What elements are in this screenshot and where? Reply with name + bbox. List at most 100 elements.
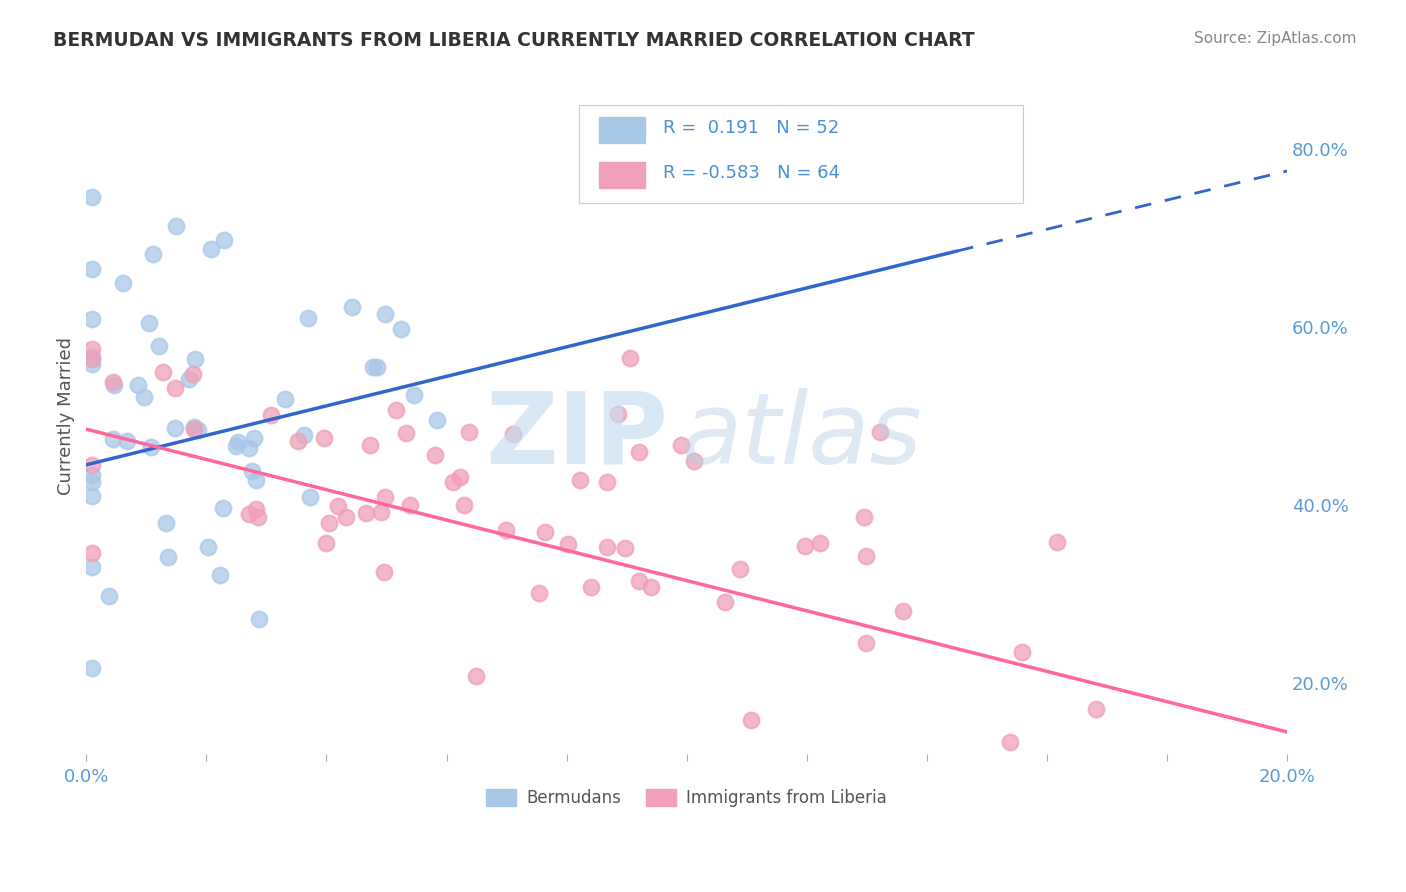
Point: [183, 419, 205, 434]
Point: [682, 454, 704, 468]
Point: [82, 261, 104, 276]
Point: [398, 499, 420, 513]
Point: [402, 388, 425, 402]
Point: [361, 359, 384, 374]
Point: [354, 506, 377, 520]
Point: [596, 475, 619, 489]
Point: [374, 490, 396, 504]
Text: ZIP: ZIP: [486, 388, 669, 484]
Point: [385, 402, 408, 417]
Point: [101, 432, 124, 446]
Point: [82, 357, 104, 371]
Point: [183, 351, 205, 366]
Point: [82, 546, 104, 560]
Point: [640, 580, 662, 594]
Text: BERMUDAN VS IMMIGRANTS FROM LIBERIA CURRENTLY MARRIED CORRELATION CHART: BERMUDAN VS IMMIGRANTS FROM LIBERIA CURR…: [53, 31, 974, 50]
Point: [370, 505, 392, 519]
Point: [247, 510, 270, 524]
Point: [596, 540, 619, 554]
Point: [1085, 701, 1108, 715]
Point: [260, 408, 283, 422]
Point: [82, 467, 104, 482]
Point: [181, 368, 204, 382]
Point: [869, 425, 891, 440]
Point: [82, 489, 104, 503]
Point: [502, 426, 524, 441]
Point: [342, 301, 364, 315]
Point: [287, 434, 309, 449]
Point: [225, 439, 247, 453]
Point: [208, 567, 231, 582]
Point: [82, 190, 104, 204]
Point: [247, 612, 270, 626]
Point: [1011, 645, 1033, 659]
Point: [457, 425, 479, 439]
Y-axis label: Currently Married: Currently Married: [58, 337, 75, 495]
Point: [728, 562, 751, 576]
Point: [245, 502, 267, 516]
Point: [529, 586, 551, 600]
Point: [82, 661, 104, 675]
Point: [628, 444, 651, 458]
Point: [359, 438, 381, 452]
Point: [238, 508, 260, 522]
Point: [607, 407, 630, 421]
Point: [453, 499, 475, 513]
Point: [569, 473, 592, 487]
Point: [627, 574, 650, 588]
Point: [423, 449, 446, 463]
Point: [103, 378, 125, 392]
Point: [132, 391, 155, 405]
Point: [245, 473, 267, 487]
Point: [495, 523, 517, 537]
Point: [82, 352, 104, 367]
Point: [274, 392, 297, 406]
Point: [441, 475, 464, 490]
Point: [853, 510, 876, 524]
Point: [366, 359, 388, 374]
Text: R =  0.191   N = 52: R = 0.191 N = 52: [662, 120, 839, 137]
Point: [141, 246, 163, 260]
Point: [165, 219, 187, 234]
Point: [179, 372, 201, 386]
Point: [98, 590, 121, 604]
Point: [148, 339, 170, 353]
Point: [165, 381, 187, 395]
Point: [312, 431, 335, 445]
Point: [155, 516, 177, 530]
Point: [713, 595, 735, 609]
Point: [228, 434, 250, 449]
Point: [855, 549, 877, 564]
Point: [157, 549, 180, 564]
Point: [335, 510, 357, 524]
Point: [197, 540, 219, 554]
Text: Source: ZipAtlas.com: Source: ZipAtlas.com: [1194, 31, 1357, 46]
Point: [464, 669, 486, 683]
Point: [299, 490, 322, 504]
Point: [740, 713, 762, 727]
Point: [292, 428, 315, 442]
Point: [82, 560, 104, 574]
Point: [163, 421, 186, 435]
Point: [671, 438, 693, 452]
Point: [318, 516, 340, 530]
Point: [240, 464, 263, 478]
Point: [82, 342, 104, 356]
Point: [449, 470, 471, 484]
Legend: Bermudans, Immigrants from Liberia: Bermudans, Immigrants from Liberia: [479, 782, 894, 814]
Point: [808, 536, 831, 550]
FancyBboxPatch shape: [599, 118, 645, 143]
Point: [426, 413, 449, 427]
Point: [793, 540, 815, 554]
Point: [557, 537, 579, 551]
Point: [101, 376, 124, 390]
Point: [238, 441, 260, 455]
Point: [127, 377, 149, 392]
Point: [82, 458, 104, 472]
Text: atlas: atlas: [681, 388, 922, 484]
Point: [82, 475, 104, 489]
Point: [374, 307, 396, 321]
FancyBboxPatch shape: [579, 104, 1024, 202]
Point: [891, 604, 914, 618]
Point: [243, 431, 266, 445]
